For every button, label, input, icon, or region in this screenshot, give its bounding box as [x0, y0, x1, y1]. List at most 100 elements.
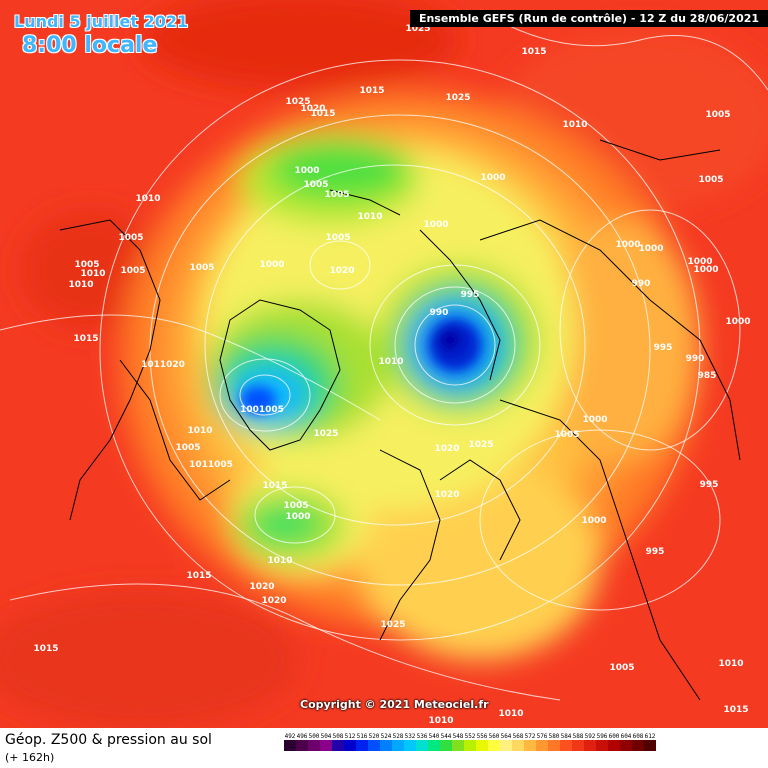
legend-swatch — [332, 740, 344, 751]
isobar-label: 1010 — [68, 280, 93, 290]
legend-swatch — [380, 740, 392, 751]
legend-swatch — [356, 740, 368, 751]
product-title: Géop. Z500 & pression au sol — [5, 732, 212, 748]
coastlines — [59, 139, 741, 701]
legend-label: 576 — [536, 733, 548, 740]
isobar-label: 1015 — [262, 481, 287, 491]
legend-bar — [284, 740, 656, 751]
legend-label: 612 — [644, 733, 656, 740]
legend-swatch — [404, 740, 416, 751]
legend-label: 552 — [464, 733, 476, 740]
isobar-label: 990 — [632, 279, 651, 289]
legend-label: 596 — [596, 733, 608, 740]
legend-swatch — [416, 740, 428, 751]
legend-swatch — [572, 740, 584, 751]
isobar-label: 1025 — [468, 440, 493, 450]
isobar-label: 995 — [700, 480, 719, 490]
isobar-label: 1015 — [73, 334, 98, 344]
legend-label: 508 — [332, 733, 344, 740]
legend-swatch — [464, 740, 476, 751]
isobar-label: 1010 — [267, 556, 292, 566]
legend-swatch — [608, 740, 620, 751]
isobar-label: 1005 — [609, 663, 634, 673]
legend-label: 544 — [440, 733, 452, 740]
legend-swatch — [320, 740, 332, 751]
legend-swatch — [440, 740, 452, 751]
legend-label: 512 — [344, 733, 356, 740]
legend-swatch — [308, 740, 320, 751]
legend-swatch — [524, 740, 536, 751]
isobar-label: 1000 — [725, 317, 750, 327]
local-time: 8:00 locale — [22, 33, 158, 58]
legend-swatch — [644, 740, 656, 751]
isobar-label: 1020 — [434, 490, 459, 500]
legend-label: 588 — [572, 733, 584, 740]
legend-swatch — [428, 740, 440, 751]
legend-swatch — [500, 740, 512, 751]
legend-swatch — [560, 740, 572, 751]
isobar-label: 1010 — [718, 659, 743, 669]
isobar-label: 1020 — [300, 104, 325, 114]
legend-swatch — [344, 740, 356, 751]
legend-label: 540 — [428, 733, 440, 740]
isobar-label: 1020 — [329, 266, 354, 276]
isobar-label: 1005 — [283, 501, 308, 511]
legend-label: 500 — [308, 733, 320, 740]
isobar-label: 1000 — [687, 257, 712, 267]
legend-label: 548 — [452, 733, 464, 740]
isobar-label: 1000 — [294, 166, 319, 176]
isobar-labels: 1025101510151025102510201015101010051000… — [33, 24, 750, 726]
isobar-lines — [0, 9, 768, 701]
isobar-label: 990 — [686, 354, 705, 364]
legend-label: 580 — [548, 733, 560, 740]
map-svg: 1025101510151025102510201015101010051000… — [0, 0, 768, 728]
legend-labels: 492 496 500 504 508 512 516 520 524 528 532 536 540 5… — [284, 733, 656, 740]
isobar-label: 985 — [698, 371, 717, 381]
legend-label: 568 — [512, 733, 524, 740]
legend-swatch — [536, 740, 548, 751]
legend-label: 532 — [404, 733, 416, 740]
legend-label: 556 — [476, 733, 488, 740]
isobar-label: 1010 — [378, 357, 403, 367]
isobar-label: 1000 — [693, 265, 718, 275]
isobar-label: 1025 — [380, 620, 405, 630]
legend-label: 528 — [392, 733, 404, 740]
isobar-label: 1015 — [723, 705, 748, 715]
isobar-label: 1000 — [259, 260, 284, 270]
isobar-label: 1010 — [357, 212, 382, 222]
isobar-label: 995 — [461, 290, 480, 300]
legend-swatch — [368, 740, 380, 751]
legend-label: 560 — [488, 733, 500, 740]
model-run-banner: Ensemble GEFS (Run de contrôle) - 12 Z d… — [410, 10, 768, 27]
legend-swatch — [392, 740, 404, 751]
legend-label: 564 — [500, 733, 512, 740]
isobar-label: 1000 — [423, 220, 448, 230]
isobar-label: 1010 — [135, 194, 160, 204]
isobar-label: 1015 — [33, 644, 58, 654]
legend-swatch — [584, 740, 596, 751]
isobar-label: 1010 — [428, 716, 453, 726]
legend-label: 492 — [284, 733, 296, 740]
isobar-label: 1000 — [638, 244, 663, 254]
isobar-label: 1025 — [313, 429, 338, 439]
isobar-label: 1005 — [554, 430, 579, 440]
forecast-date: Lundi 5 juillet 2021 — [14, 12, 189, 31]
isobar-label: 1005 — [118, 233, 143, 243]
legend-swatch — [296, 740, 308, 751]
legend-swatch — [548, 740, 560, 751]
legend-label: 572 — [524, 733, 536, 740]
isobar-label: 1025 — [445, 93, 470, 103]
isobar-label: 1020 — [434, 444, 459, 454]
legend-label: 592 — [584, 733, 596, 740]
legend-swatch — [452, 740, 464, 751]
isobar-label: 1015 — [521, 47, 546, 57]
legend-label: 608 — [632, 733, 644, 740]
legend-label: 584 — [560, 733, 572, 740]
isobar-label: 1000 — [615, 240, 640, 250]
legend-swatch — [476, 740, 488, 751]
isobar-label: 1000 — [480, 173, 505, 183]
isobar-label: 1000 — [582, 415, 607, 425]
legend-swatch — [596, 740, 608, 751]
legend-swatch — [620, 740, 632, 751]
low-centers — [240, 319, 481, 414]
